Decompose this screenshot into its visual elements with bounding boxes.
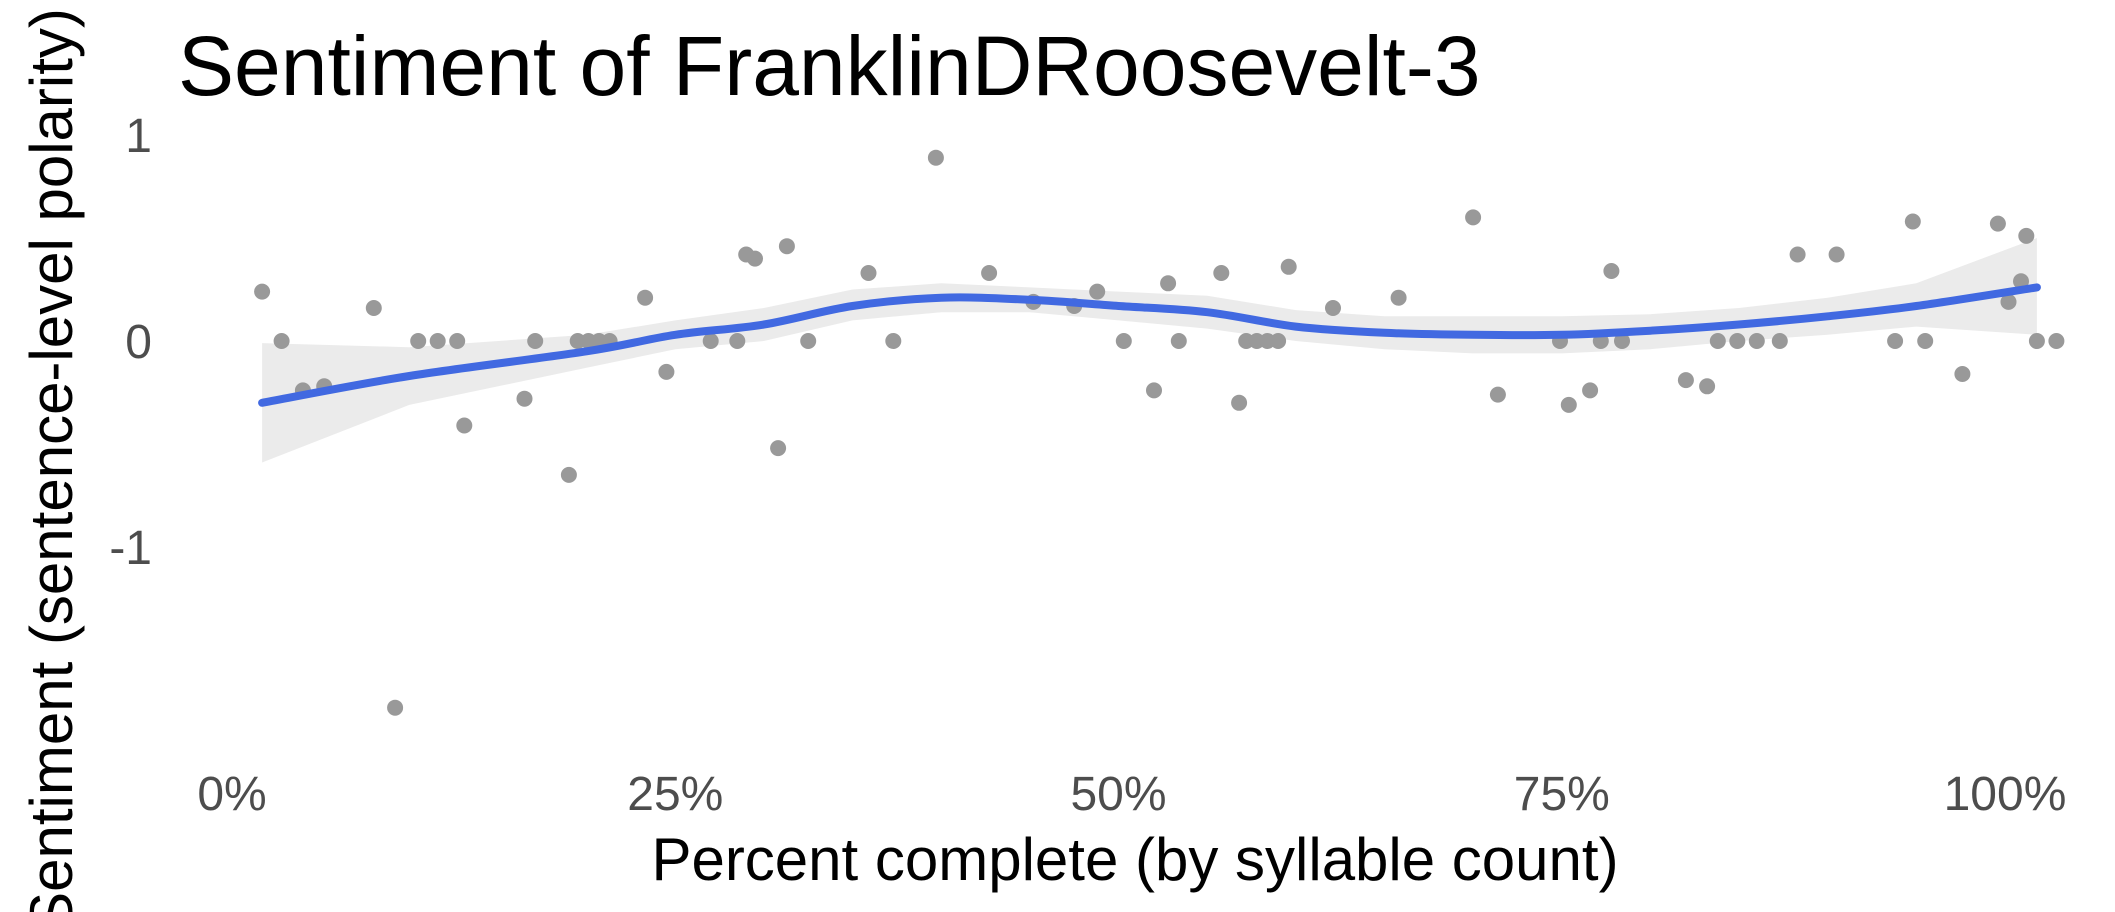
data-point: [1089, 283, 1106, 300]
data-point: [729, 333, 746, 349]
data-point: [1677, 372, 1694, 389]
x-tick-labels: 0% 25% 50% 75% 100%: [197, 768, 2066, 821]
data-point: [1729, 333, 1746, 349]
data-point: [387, 699, 404, 716]
data-point: [2018, 227, 2035, 244]
data-point: [927, 149, 944, 166]
data-point: [637, 289, 654, 306]
data-point: [1270, 333, 1287, 349]
data-point: [1748, 333, 1765, 349]
y-tick-label: 1: [125, 110, 152, 163]
data-point: [1828, 246, 1845, 263]
data-points: [254, 149, 2065, 716]
x-axis-label: Percent complete (by syllable count): [651, 826, 1618, 893]
x-tick-label: 0%: [197, 768, 266, 821]
data-point: [1325, 300, 1341, 316]
data-point: [1989, 215, 2006, 232]
data-point: [702, 333, 719, 349]
data-point: [1390, 289, 1407, 306]
x-tick-label: 50%: [1070, 768, 1166, 821]
x-tick-label: 75%: [1514, 768, 1610, 821]
data-point: [1280, 258, 1297, 275]
data-point: [1146, 382, 1162, 399]
data-point: [273, 333, 290, 349]
data-point: [1213, 265, 1230, 281]
data-point: [1917, 333, 1934, 349]
data-point: [456, 417, 473, 434]
data-point: [2000, 293, 2017, 310]
data-point: [1560, 396, 1577, 413]
data-point: [1887, 333, 1904, 349]
data-point: [1709, 333, 1726, 349]
data-point: [516, 390, 533, 407]
y-tick-label: -1: [109, 522, 152, 575]
data-point: [778, 238, 795, 255]
data-point: [1603, 263, 1620, 279]
data-point: [981, 265, 998, 281]
data-point: [1771, 333, 1788, 349]
confidence-band: [262, 238, 2037, 463]
data-point: [1789, 246, 1806, 263]
data-point: [658, 363, 675, 380]
data-point: [1231, 394, 1248, 411]
data-point: [1954, 366, 1971, 382]
data-point: [527, 333, 544, 349]
data-point: [560, 466, 577, 483]
x-tick-label: 25%: [627, 768, 723, 821]
data-point: [860, 265, 877, 281]
x-tick-label: 100%: [1944, 768, 2067, 821]
data-point: [1170, 333, 1187, 349]
y-tick-labels: 1 0 -1: [109, 110, 152, 575]
data-point: [1582, 382, 1599, 399]
data-point: [365, 300, 382, 316]
data-point: [1904, 213, 1921, 230]
data-point: [800, 333, 817, 349]
data-point: [1489, 386, 1506, 403]
smooth-trend-line: [258, 283, 2041, 407]
data-point: [449, 333, 466, 349]
data-point: [410, 333, 427, 349]
y-tick-label: 0: [125, 316, 152, 369]
data-point: [2048, 333, 2065, 349]
data-point: [770, 440, 787, 457]
confidence-ribbon: [262, 238, 2037, 463]
data-point: [429, 333, 446, 349]
data-point: [747, 250, 763, 267]
data-point: [1614, 333, 1630, 349]
data-point: [1699, 378, 1716, 395]
data-point: [2028, 333, 2045, 349]
trend-line: [258, 283, 2041, 407]
y-axis-label: Sentiment (sentence-level polarity): [18, 8, 85, 912]
chart-title: Sentiment of FranklinDRoosevelt-3: [178, 19, 1481, 113]
data-point: [885, 333, 902, 349]
data-point: [254, 283, 271, 300]
data-point: [1465, 209, 1482, 226]
data-point: [1160, 275, 1177, 292]
data-point: [1115, 333, 1132, 349]
